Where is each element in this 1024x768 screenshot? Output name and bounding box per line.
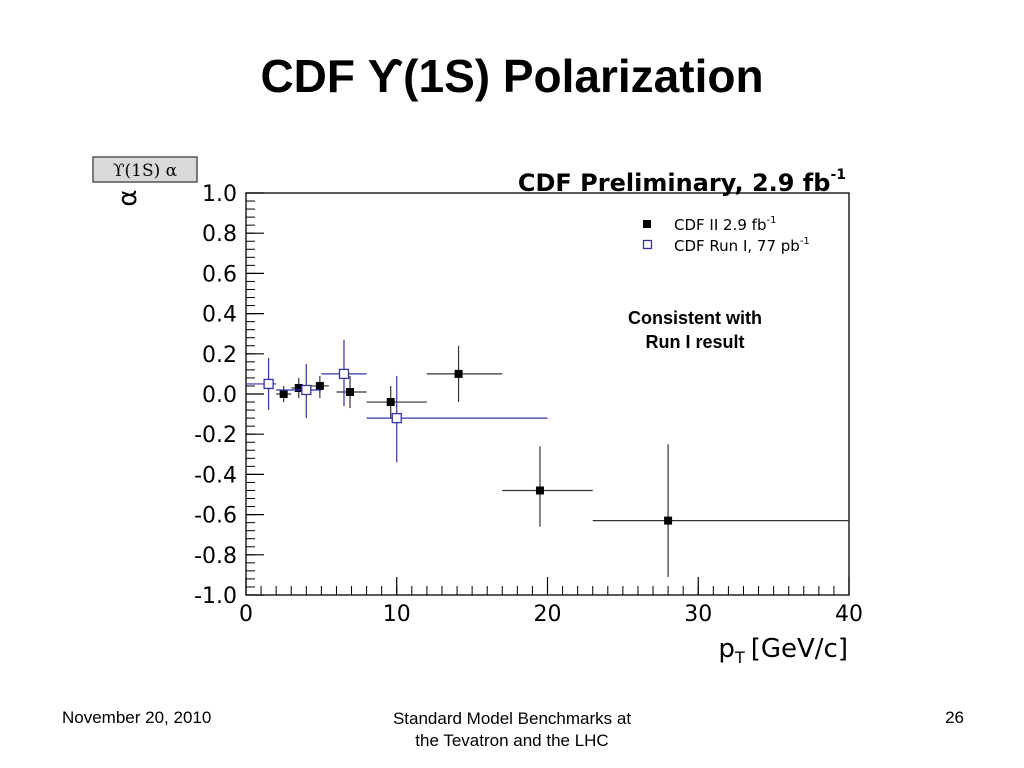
marker-open-square (338, 368, 350, 380)
legend-marker-run-i (642, 239, 653, 250)
marker-filled-square (315, 381, 324, 390)
legend-entry-run-i: CDF Run I, 77 pb-1 (674, 236, 810, 255)
marker-open-square (263, 378, 274, 390)
y-tick-label: -0.2 (194, 423, 237, 448)
x-tick-label: 20 (534, 602, 562, 627)
y-tick-labels: 1.0 0.8 0.6 0.4 0.2 0.0 -0.2 -0.4 -0.6 -0.8 -1.0 (194, 182, 237, 609)
marker-filled-square (279, 390, 288, 398)
cdf-ii-point (426, 345, 503, 403)
marker-filled-square (386, 398, 395, 407)
marker-filled-square (346, 387, 355, 396)
y-tick-label: 0.4 (202, 303, 237, 328)
run-i-point (321, 339, 367, 407)
polarization-chart: ϒ(1S) α α CDF Preliminary, 2.9 fb-1 1.0 0… (92, 156, 863, 667)
y-tick-label: 1.0 (202, 182, 237, 207)
y-tick-label: 0.6 (202, 262, 237, 287)
chart-title: CDF Preliminary, 2.9 fb-1 (518, 167, 846, 197)
y-tick-label: 0.2 (202, 343, 237, 368)
marker-open-square (391, 412, 402, 424)
marker-open-square (301, 384, 312, 396)
footer-conference-line-1: Standard Model Benchmarks at (392, 709, 632, 728)
cdf-ii-point (276, 385, 292, 403)
run-i-point (276, 363, 322, 419)
x-axis-label: pT [GeV/c] (718, 634, 848, 667)
footer-date: November 20, 2010 (62, 708, 212, 727)
data-points (246, 339, 849, 577)
marker-filled-square (535, 486, 544, 495)
y-tick-label: 0.0 (202, 383, 237, 408)
run-i-point (246, 357, 277, 411)
cdf-ii-point (592, 444, 849, 577)
x-tick-label: 30 (684, 602, 712, 627)
annotation-line-1: Consistent with (628, 308, 762, 328)
chart-box-label: ϒ(1S) α (92, 156, 198, 183)
y-tick-label: -0.4 (194, 463, 237, 488)
footer-conference-line-2: the Tevatron and the LHC (415, 731, 609, 750)
y-tick-label: -1.0 (194, 584, 237, 609)
slide-title: CDF ϒ(1S) Polarization (260, 50, 764, 102)
footer-conference: Standard Model Benchmarks at the Tevatro… (332, 708, 692, 752)
x-tick-label: 10 (383, 602, 411, 627)
x-tick-label: 40 (835, 602, 863, 627)
x-tick-label: 0 (239, 602, 253, 627)
y-tick-label: -0.6 (194, 504, 237, 529)
axis-ticks (245, 192, 850, 596)
page-number: 26 (945, 708, 964, 727)
legend-entry-cdf-ii: CDF II 2.9 fb-1 (674, 215, 776, 234)
chart-annotation: Consistent with Run I result (590, 306, 800, 354)
y-axis-label: α (113, 189, 143, 206)
marker-filled-square (454, 369, 463, 378)
marker-filled-square (294, 383, 303, 392)
cdf-ii-point (502, 446, 593, 527)
y-tick-label: -0.8 (194, 544, 237, 569)
run-i-point (366, 375, 548, 463)
x-tick-labels: 0 10 20 30 40 (239, 602, 863, 627)
y-tick-label: 0.8 (202, 222, 237, 247)
cdf-ii-point (336, 375, 367, 409)
annotation-line-2: Run I result (645, 332, 745, 352)
marker-filled-square (664, 516, 673, 525)
chart-legend: CDF II 2.9 fb-1 CDF Run I, 77 pb-1 (642, 215, 810, 255)
box-label-text: ϒ(1S) α (113, 161, 178, 181)
legend-marker-cdf-ii (643, 220, 651, 228)
